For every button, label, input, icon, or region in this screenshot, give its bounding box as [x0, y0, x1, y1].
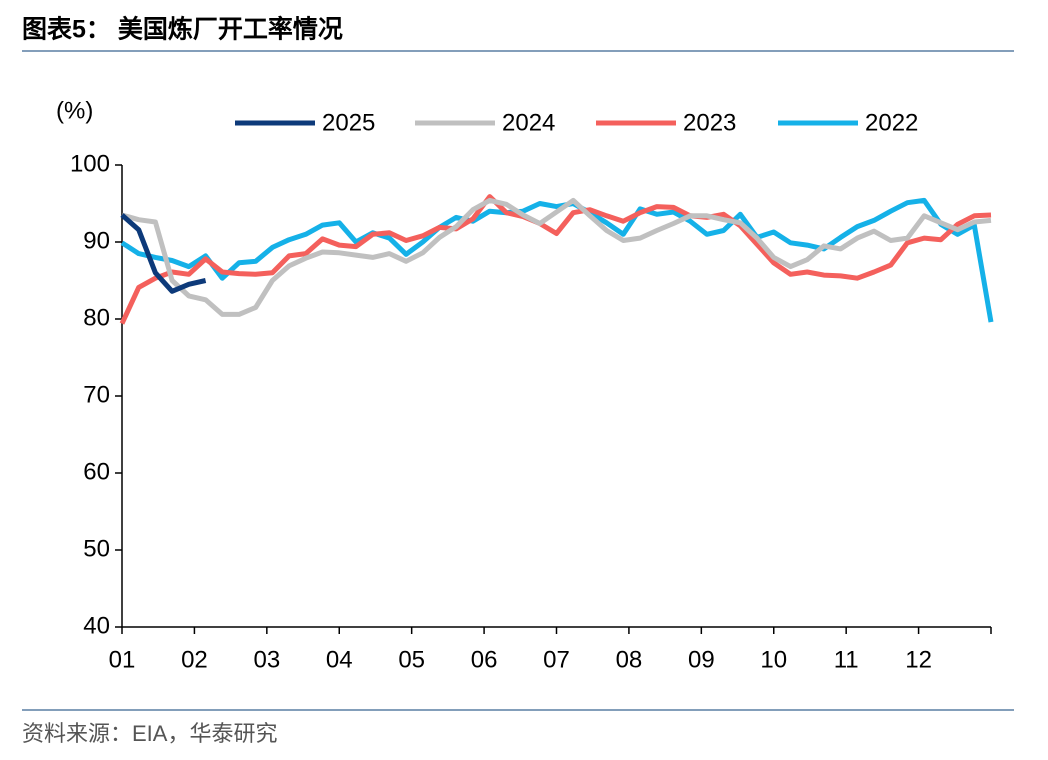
series-line [120, 197, 994, 323]
x-tick-label: 06 [471, 646, 498, 673]
series-line [121, 197, 992, 317]
x-tick-label: 11 [834, 646, 859, 673]
y-tick-label: 70 [83, 381, 110, 408]
x-tick-label: 09 [688, 646, 715, 673]
x-tick-label: 07 [543, 646, 570, 673]
y-tick-label: 80 [83, 304, 110, 331]
y-tick-label: 100 [70, 150, 110, 177]
y-tick-label: 60 [83, 458, 110, 485]
y-axis-label: (%) [56, 97, 93, 124]
x-tick-label: 04 [326, 646, 353, 673]
x-tick-label: 05 [398, 646, 425, 673]
legend-label: 2023 [683, 109, 736, 136]
x-tick-label: 02 [181, 646, 208, 673]
x-tick-label: 08 [616, 646, 643, 673]
y-tick-label: 40 [83, 612, 110, 639]
series-line [120, 213, 207, 294]
x-tick-label: 12 [905, 646, 932, 673]
x-tick-label: 01 [109, 646, 136, 673]
series-line [119, 194, 992, 325]
chart-title: 图表5： 美国炼厂开工率情况 [22, 15, 343, 44]
legend-label: 2025 [322, 109, 375, 136]
y-tick-label: 90 [83, 227, 110, 254]
legend-label: 2024 [502, 109, 555, 136]
source: 资料来源：EIA，华泰研究 [22, 721, 277, 746]
y-tick-label: 50 [83, 535, 110, 562]
legend-label: 2022 [865, 109, 918, 136]
x-tick-label: 03 [253, 646, 280, 673]
x-tick-label: 10 [760, 646, 787, 673]
